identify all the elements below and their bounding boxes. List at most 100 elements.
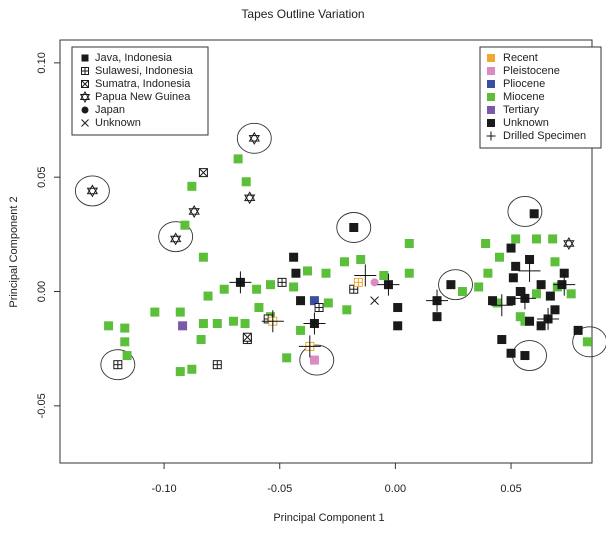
marker-shape (229, 317, 238, 326)
marker-shape (507, 244, 516, 253)
point (187, 182, 196, 191)
point (220, 285, 229, 294)
outline (439, 270, 473, 300)
marker-shape (497, 335, 506, 344)
drilled-point (519, 260, 541, 282)
marker-shape (245, 192, 255, 200)
point (507, 349, 516, 358)
legend-label: Miocene (503, 91, 545, 103)
legend-label: Sumatra, Indonesia (95, 78, 191, 90)
marker-shape (550, 305, 559, 314)
point (405, 239, 414, 248)
y-tick-label: 0.00 (36, 281, 48, 302)
marker-shape (82, 107, 89, 114)
marker-shape (266, 280, 275, 289)
location-legend: Java, IndonesiaSulawesi, IndonesiaSumatr… (72, 47, 208, 135)
marker-shape (241, 319, 250, 328)
marker-shape (220, 285, 229, 294)
legend-swatch (487, 80, 495, 88)
marker-shape (520, 351, 529, 360)
marker-shape (242, 177, 251, 186)
point (189, 206, 199, 217)
marker-shape (574, 326, 583, 335)
marker-shape (123, 351, 132, 360)
point (197, 335, 206, 344)
point (242, 177, 251, 186)
marker-shape (289, 253, 298, 262)
point (241, 319, 250, 328)
marker-shape (252, 285, 261, 294)
marker-shape (550, 257, 559, 266)
marker-shape (342, 305, 351, 314)
marker-shape (310, 356, 319, 365)
marker-shape (322, 269, 331, 278)
legend-marker (82, 81, 89, 88)
chart: Tapes Outline Variation Principal Compon… (0, 0, 606, 528)
marker-shape (474, 282, 483, 291)
point (458, 287, 467, 296)
point (548, 234, 557, 243)
marker-shape (530, 209, 539, 218)
marker-shape (82, 55, 89, 62)
point (520, 351, 529, 360)
marker-shape (245, 195, 255, 203)
marker-shape (507, 349, 516, 358)
marker-shape (488, 296, 497, 305)
point (123, 351, 132, 360)
point (532, 289, 541, 298)
point (243, 333, 251, 341)
point (567, 289, 576, 298)
marker-shape (150, 308, 159, 317)
marker-shape (567, 289, 576, 298)
point (289, 282, 298, 291)
legend-swatch (487, 119, 495, 127)
point (446, 280, 455, 289)
point (282, 353, 291, 362)
legend-label: Drilled Specimen (503, 130, 586, 142)
marker-shape (104, 321, 113, 330)
y-tick-label: -0.05 (36, 393, 48, 418)
drilled-point (426, 290, 448, 312)
legend-marker (82, 107, 89, 114)
marker-shape (509, 273, 518, 282)
point (289, 253, 298, 262)
marker-shape (197, 335, 206, 344)
marker-shape (120, 337, 129, 346)
marker-shape (393, 321, 402, 330)
point (530, 209, 539, 218)
legend-label: Papua New Guinea (95, 91, 191, 103)
point (356, 255, 365, 264)
marker-shape (532, 289, 541, 298)
y-tick-label: 0.05 (36, 166, 48, 187)
point (171, 233, 181, 244)
legend-marker (82, 55, 89, 62)
marker-shape (537, 280, 546, 289)
marker-shape (583, 337, 592, 346)
marker-shape (180, 221, 189, 230)
marker-shape (458, 287, 467, 296)
point (229, 317, 238, 326)
point (511, 234, 520, 243)
point (474, 282, 483, 291)
point (371, 297, 379, 305)
marker-shape (546, 292, 555, 301)
marker-shape (483, 269, 492, 278)
point (176, 367, 185, 376)
marker-shape (199, 253, 208, 262)
outline (75, 176, 109, 206)
marker-shape (189, 206, 199, 214)
marker-shape (296, 326, 305, 335)
legend-swatch (487, 93, 495, 101)
marker-shape (187, 365, 196, 374)
point (550, 257, 559, 266)
y-tick-label: 0.10 (36, 52, 48, 73)
marker-shape (303, 266, 312, 275)
legend-label: Recent (503, 52, 538, 64)
legend-swatch (487, 106, 495, 114)
point (88, 185, 98, 196)
marker-shape (405, 269, 414, 278)
point (324, 298, 333, 307)
point (266, 280, 275, 289)
x-axis-label: Principal Component 1 (273, 512, 384, 524)
point (546, 292, 555, 301)
